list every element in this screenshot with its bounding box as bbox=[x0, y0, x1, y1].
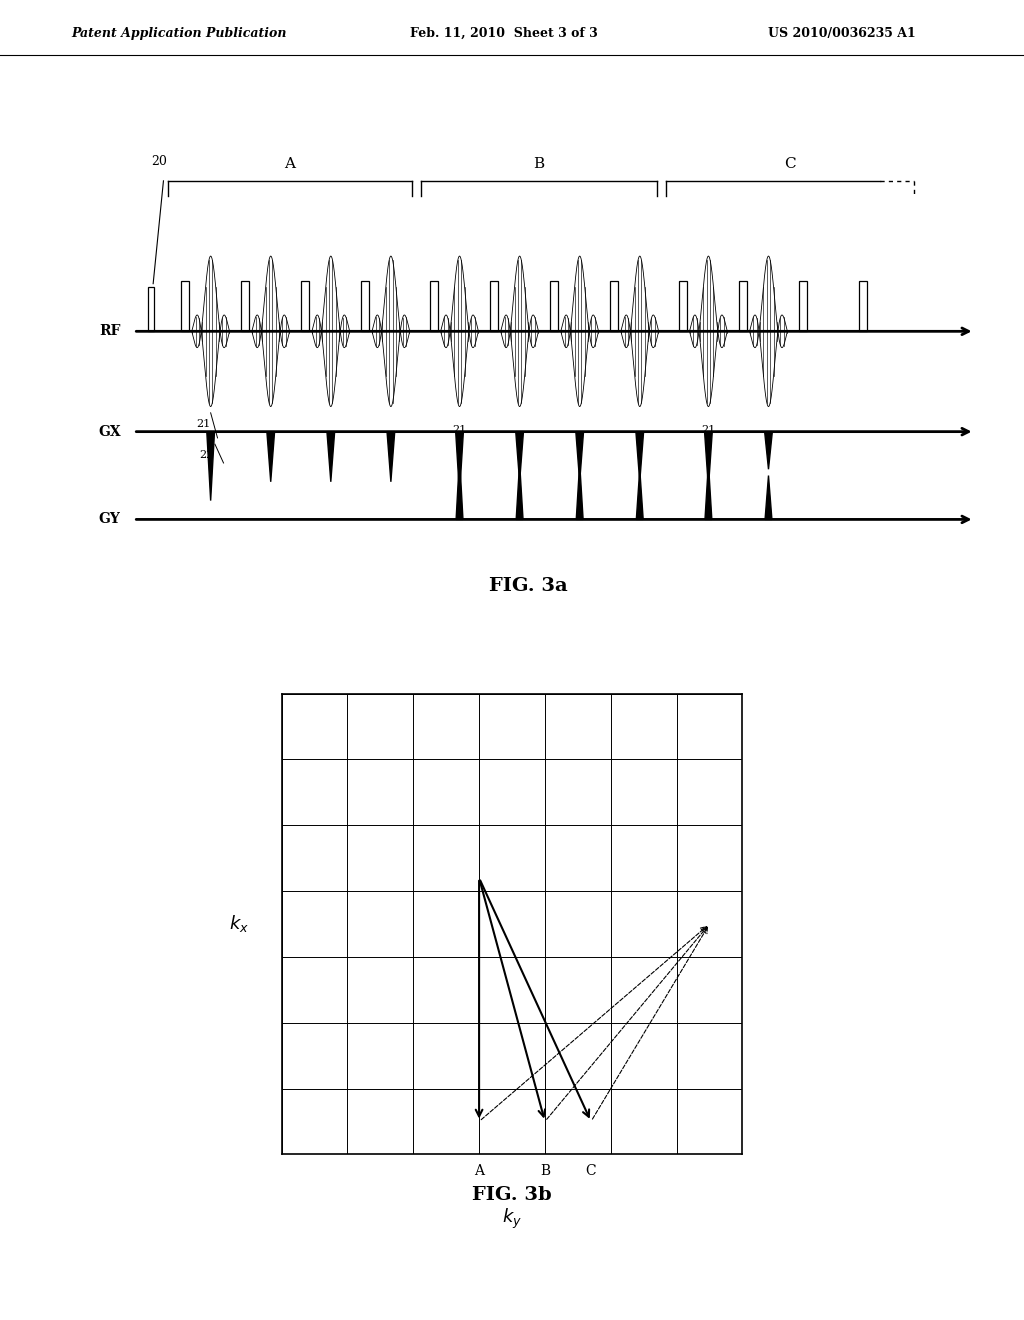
Text: A: A bbox=[285, 157, 296, 170]
Text: A: A bbox=[474, 1164, 484, 1179]
Bar bbox=[490, 281, 498, 331]
Text: 21: 21 bbox=[197, 418, 211, 429]
Polygon shape bbox=[765, 475, 772, 519]
Text: 21: 21 bbox=[701, 425, 716, 436]
Polygon shape bbox=[267, 432, 274, 482]
Text: 22: 22 bbox=[199, 450, 213, 461]
Polygon shape bbox=[387, 432, 394, 482]
Bar bbox=[799, 281, 807, 331]
Bar bbox=[859, 281, 866, 331]
Polygon shape bbox=[636, 432, 644, 482]
Polygon shape bbox=[327, 432, 335, 482]
Bar bbox=[610, 281, 617, 331]
Polygon shape bbox=[765, 432, 772, 470]
Polygon shape bbox=[705, 432, 713, 488]
Bar bbox=[301, 281, 309, 331]
Polygon shape bbox=[456, 432, 464, 494]
Bar bbox=[679, 281, 686, 331]
Polygon shape bbox=[636, 470, 643, 519]
Text: GY: GY bbox=[98, 512, 121, 527]
Text: C: C bbox=[586, 1164, 596, 1179]
Text: FIG. 3a: FIG. 3a bbox=[488, 577, 567, 594]
Text: Patent Application Publication: Patent Application Publication bbox=[72, 26, 287, 40]
Text: B: B bbox=[540, 1164, 550, 1179]
Polygon shape bbox=[516, 432, 523, 482]
Bar bbox=[147, 288, 154, 331]
Polygon shape bbox=[705, 463, 712, 519]
Text: FIG. 3b: FIG. 3b bbox=[472, 1185, 552, 1204]
Polygon shape bbox=[577, 463, 583, 519]
Text: C: C bbox=[784, 157, 796, 170]
Text: RF: RF bbox=[99, 325, 121, 338]
Text: 21: 21 bbox=[453, 425, 467, 436]
Polygon shape bbox=[575, 432, 584, 482]
Polygon shape bbox=[207, 432, 214, 500]
Bar bbox=[361, 281, 369, 331]
Bar bbox=[241, 281, 249, 331]
Text: $k_y$: $k_y$ bbox=[502, 1206, 522, 1232]
Polygon shape bbox=[456, 457, 463, 519]
Bar bbox=[430, 281, 437, 331]
Text: Feb. 11, 2010  Sheet 3 of 3: Feb. 11, 2010 Sheet 3 of 3 bbox=[410, 26, 597, 40]
Text: 20: 20 bbox=[152, 156, 167, 168]
Text: US 2010/0036235 A1: US 2010/0036235 A1 bbox=[768, 26, 915, 40]
Text: GX: GX bbox=[98, 425, 121, 438]
Text: $k_x$: $k_x$ bbox=[228, 913, 249, 935]
Polygon shape bbox=[516, 463, 523, 519]
Bar bbox=[550, 281, 558, 331]
Bar bbox=[181, 281, 188, 331]
Text: B: B bbox=[534, 157, 545, 170]
Bar bbox=[739, 281, 746, 331]
